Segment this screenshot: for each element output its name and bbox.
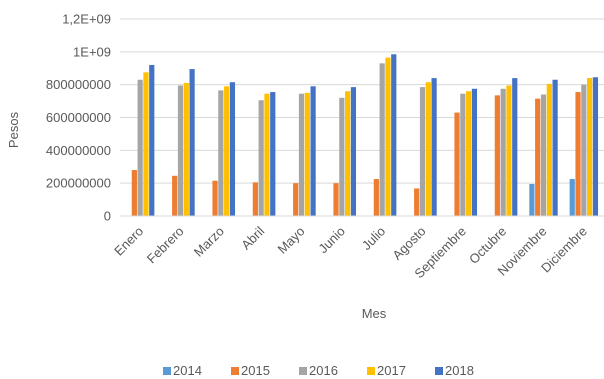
bar-2016-julio [380, 63, 385, 216]
bar-2016-diciembre [581, 85, 586, 216]
y-axis-ticks: 0 200000000 400000000 600000000 800000000 1E+… [46, 12, 111, 224]
bar-2017-marzo [224, 86, 229, 216]
bar-2017-agosto [426, 82, 431, 216]
bar-2016-septiembre [460, 94, 465, 216]
legend-swatch-2014 [163, 367, 171, 375]
legend-label-2017: 2017 [377, 363, 406, 378]
bar-2018-enero [149, 65, 154, 216]
legend-label-2018: 2018 [445, 363, 474, 378]
bar-2015-noviembre [535, 99, 540, 216]
bar-2015-julio [374, 179, 379, 216]
bar-2017-octubre [506, 85, 511, 216]
x-tick-label: Agosto [389, 224, 428, 263]
bar-2015-septiembre [454, 113, 459, 216]
bar-2017-mayo [305, 93, 310, 216]
y-tick-label: 600000000 [46, 110, 111, 125]
legend-swatch-2018 [435, 367, 443, 375]
y-tick-label: 400000000 [46, 143, 111, 158]
bar-2014-noviembre [529, 184, 534, 216]
x-tick-label: Abril [238, 223, 267, 252]
bar-2015-diciembre [575, 92, 580, 216]
bar-2015-abril [253, 182, 258, 216]
bar-2017-febrero [184, 83, 189, 216]
y-axis-title: Pesos [6, 111, 21, 148]
y-tick-label: 200000000 [46, 176, 111, 191]
bar-2016-marzo [218, 90, 223, 216]
bar-2015-marzo [212, 181, 217, 216]
x-axis-title: Mes [362, 306, 387, 321]
x-tick-label: Mayo [275, 224, 308, 257]
y-tick-label: 0 [104, 209, 111, 224]
bar-2016-noviembre [541, 95, 546, 216]
bar-2015-junio [333, 183, 338, 216]
legend-swatch-2017 [367, 367, 375, 375]
bar-2014-diciembre [570, 179, 575, 216]
bar-2016-junio [339, 98, 344, 216]
legend-swatch-2015 [231, 367, 239, 375]
bar-2015-febrero [172, 176, 177, 216]
x-tick-label: Febrero [144, 224, 187, 267]
x-tick-label: Junio [315, 224, 348, 257]
bar-2018-octubre [512, 78, 517, 216]
bar-2018-febrero [190, 69, 195, 216]
bar-2016-abril [259, 100, 264, 216]
x-tick-label: Julio [359, 224, 389, 254]
bar-2017-septiembre [466, 91, 471, 216]
legend-swatch-2016 [299, 367, 307, 375]
bar-2017-noviembre [547, 84, 552, 216]
bar-2016-octubre [501, 89, 506, 216]
bar-2016-mayo [299, 94, 304, 216]
bar-2016-agosto [420, 87, 425, 216]
bar-2018-agosto [432, 78, 437, 216]
bar-2016-enero [138, 80, 143, 216]
bar-2017-diciembre [587, 78, 592, 216]
legend-label-2015: 2015 [241, 363, 270, 378]
bar-2015-mayo [293, 183, 298, 216]
bar-2015-octubre [495, 95, 500, 216]
bar-2018-abril [270, 92, 275, 216]
bar-2018-julio [391, 54, 396, 216]
bar-2018-septiembre [472, 89, 477, 216]
bar-2018-junio [351, 87, 356, 216]
bar-2017-junio [345, 91, 350, 216]
bar-2018-marzo [230, 82, 235, 216]
y-tick-label: 1E+09 [73, 44, 111, 59]
bar-2018-noviembre [553, 80, 558, 216]
legend: 2014 2015 2016 2017 2018 [163, 363, 474, 378]
bar-2015-enero [132, 170, 137, 216]
bars [132, 54, 598, 216]
bar-2017-enero [143, 72, 148, 216]
legend-label-2016: 2016 [309, 363, 338, 378]
bar-2017-julio [385, 58, 390, 216]
bar-2017-abril [264, 94, 269, 216]
y-tick-label: 1,2E+09 [62, 12, 111, 27]
legend-label-2014: 2014 [173, 363, 202, 378]
x-tick-label: Enero [111, 224, 146, 259]
bar-2016-febrero [178, 85, 183, 216]
x-tick-label: Marzo [191, 224, 227, 260]
bar-2018-mayo [311, 86, 316, 216]
bar-2015-agosto [414, 188, 419, 216]
y-tick-label: 800000000 [46, 77, 111, 92]
bar-2018-diciembre [593, 77, 598, 216]
